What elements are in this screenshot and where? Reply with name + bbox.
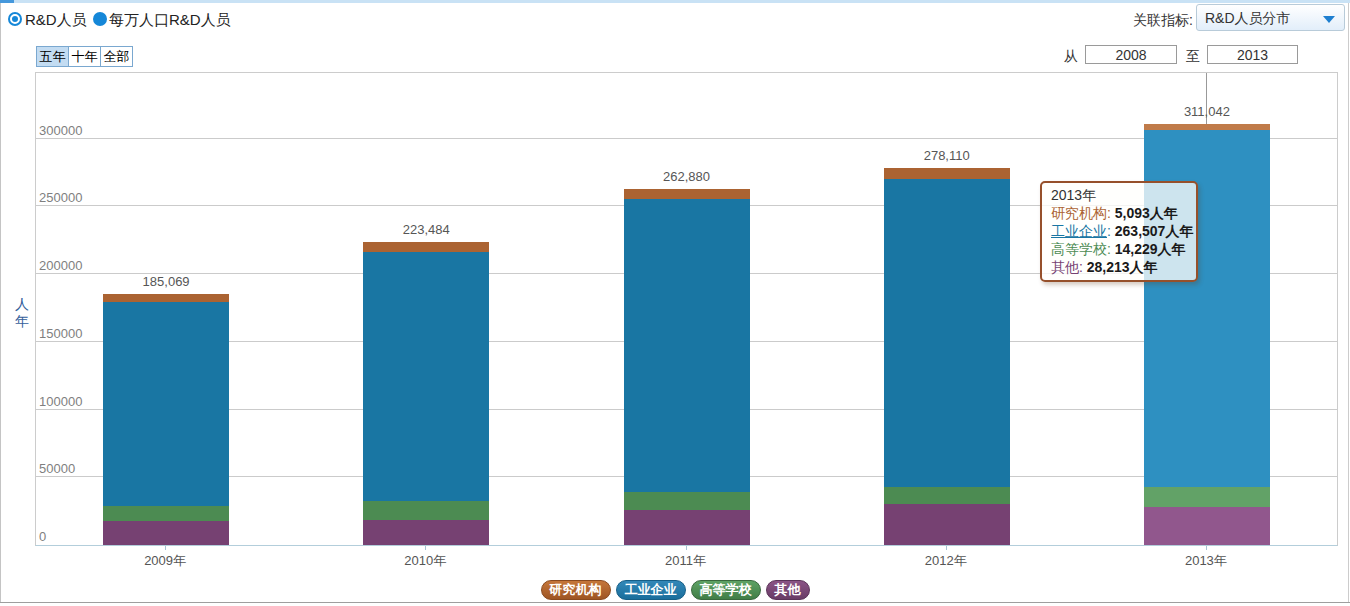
y-tick-label: 100000 (39, 394, 82, 409)
period-button-2[interactable]: 十年 (68, 46, 101, 67)
bar-segment-2011年-高等学校[interactable] (624, 492, 750, 510)
y-tick-label: 200000 (39, 258, 82, 273)
tooltip-title: 2013年 (1051, 187, 1187, 204)
y-tick-label: 50000 (39, 461, 75, 476)
tooltip-row: 其他: 28,213人年 (1051, 258, 1187, 276)
y-axis-title: 人年 (14, 296, 30, 330)
radio-rd-personnel[interactable] (8, 12, 22, 26)
x-category-label: 2013年 (1126, 552, 1286, 570)
range-to-label: 至 (1186, 48, 1200, 66)
bar-segment-2011年-其他[interactable] (624, 510, 750, 545)
tooltip-row: 工业企业: 263,507人年 (1051, 222, 1187, 240)
gridline (36, 138, 1337, 139)
top-strip-accent (0, 0, 14, 3)
legend-item-其他[interactable]: 其他 (766, 580, 810, 600)
x-category-label: 2009年 (85, 552, 245, 570)
bar-segment-2012年-研究机构[interactable] (884, 168, 1010, 179)
bar-total-label: 223,484 (346, 222, 506, 237)
bar-segment-2010年-研究机构[interactable] (363, 242, 489, 252)
bar-segment-2013年-研究机构[interactable] (1144, 124, 1270, 131)
y-tick-label: 250000 (39, 190, 82, 205)
related-indicator-dropdown[interactable]: R&D人员分市 (1196, 4, 1345, 31)
bar-segment-2011年-研究机构[interactable] (624, 189, 750, 199)
tooltip-row: 高等学校: 14,229人年 (1051, 240, 1187, 258)
bar-segment-2013年-高等学校[interactable] (1144, 487, 1270, 506)
period-button-1[interactable]: 五年 (36, 46, 69, 67)
bar-total-label: 185,069 (86, 274, 246, 289)
legend-item-研究机构[interactable]: 研究机构 (541, 580, 611, 600)
left-border (0, 3, 1, 602)
related-indicator-label: 关联指标: (1133, 12, 1193, 30)
legend-item-高等学校[interactable]: 高等学校 (691, 580, 761, 600)
y-tick-label: 0 (39, 529, 46, 544)
bar-segment-2009年-高等学校[interactable] (103, 506, 229, 521)
bar-segment-2012年-其他[interactable] (884, 504, 1010, 545)
x-category-label: 2012年 (866, 552, 1026, 570)
x-tick (425, 546, 426, 550)
bar-total-label: 262,880 (607, 169, 767, 184)
period-button-group: 五年十年全部 (36, 46, 133, 67)
bar-segment-2009年-工业企业[interactable] (103, 302, 229, 506)
bar-segment-2009年-研究机构[interactable] (103, 294, 229, 302)
top-strip (0, 0, 1350, 3)
range-from-label: 从 (1064, 48, 1078, 66)
related-indicator-value: R&D人员分市 (1205, 10, 1291, 28)
period-button-3[interactable]: 全部 (100, 46, 133, 67)
tooltip-row: 研究机构: 5,093人年 (1051, 204, 1187, 222)
bar-segment-2013年-其他[interactable] (1144, 507, 1270, 545)
chevron-down-icon (1323, 16, 1335, 23)
right-border (1348, 3, 1349, 602)
bar-segment-2010年-工业企业[interactable] (363, 252, 489, 501)
range-to-input[interactable] (1207, 45, 1298, 64)
range-from-input[interactable] (1085, 45, 1177, 64)
bar-segment-2012年-工业企业[interactable] (884, 179, 1010, 487)
bar-total-label: 311,042 (1127, 104, 1287, 119)
bottom-border (0, 602, 1350, 603)
radio-rd-per-10k-pop[interactable] (93, 12, 107, 26)
legend: 研究机构工业企业高等学校其他 (0, 580, 1350, 600)
bar-segment-2010年-高等学校[interactable] (363, 501, 489, 519)
legend-item-工业企业[interactable]: 工业企业 (616, 580, 686, 600)
y-tick-label: 300000 (39, 123, 82, 138)
radio-rd-personnel-label[interactable]: R&D人员 (25, 11, 87, 30)
bar-segment-2011年-工业企业[interactable] (624, 199, 750, 492)
bar-segment-2009年-其他[interactable] (103, 521, 229, 545)
x-tick (165, 546, 166, 550)
x-tick (686, 546, 687, 550)
x-category-label: 2010年 (345, 552, 505, 570)
tooltip: 2013年 研究机构: 5,093人年工业企业: 263,507人年高等学校: … (1040, 181, 1198, 282)
x-tick (1206, 546, 1207, 550)
x-category-label: 2011年 (606, 552, 766, 570)
bar-total-label: 278,110 (867, 148, 1027, 163)
x-tick (946, 546, 947, 550)
bar-segment-2012年-高等学校[interactable] (884, 487, 1010, 504)
plot-area: 0 50000 100000 150000 200000 250000 300000 185,… (35, 72, 1338, 546)
bar-segment-2010年-其他[interactable] (363, 520, 489, 545)
radio-rd-per-10k-pop-label[interactable]: 每万人口R&D人员 (109, 11, 231, 30)
y-tick-label: 150000 (39, 326, 82, 341)
